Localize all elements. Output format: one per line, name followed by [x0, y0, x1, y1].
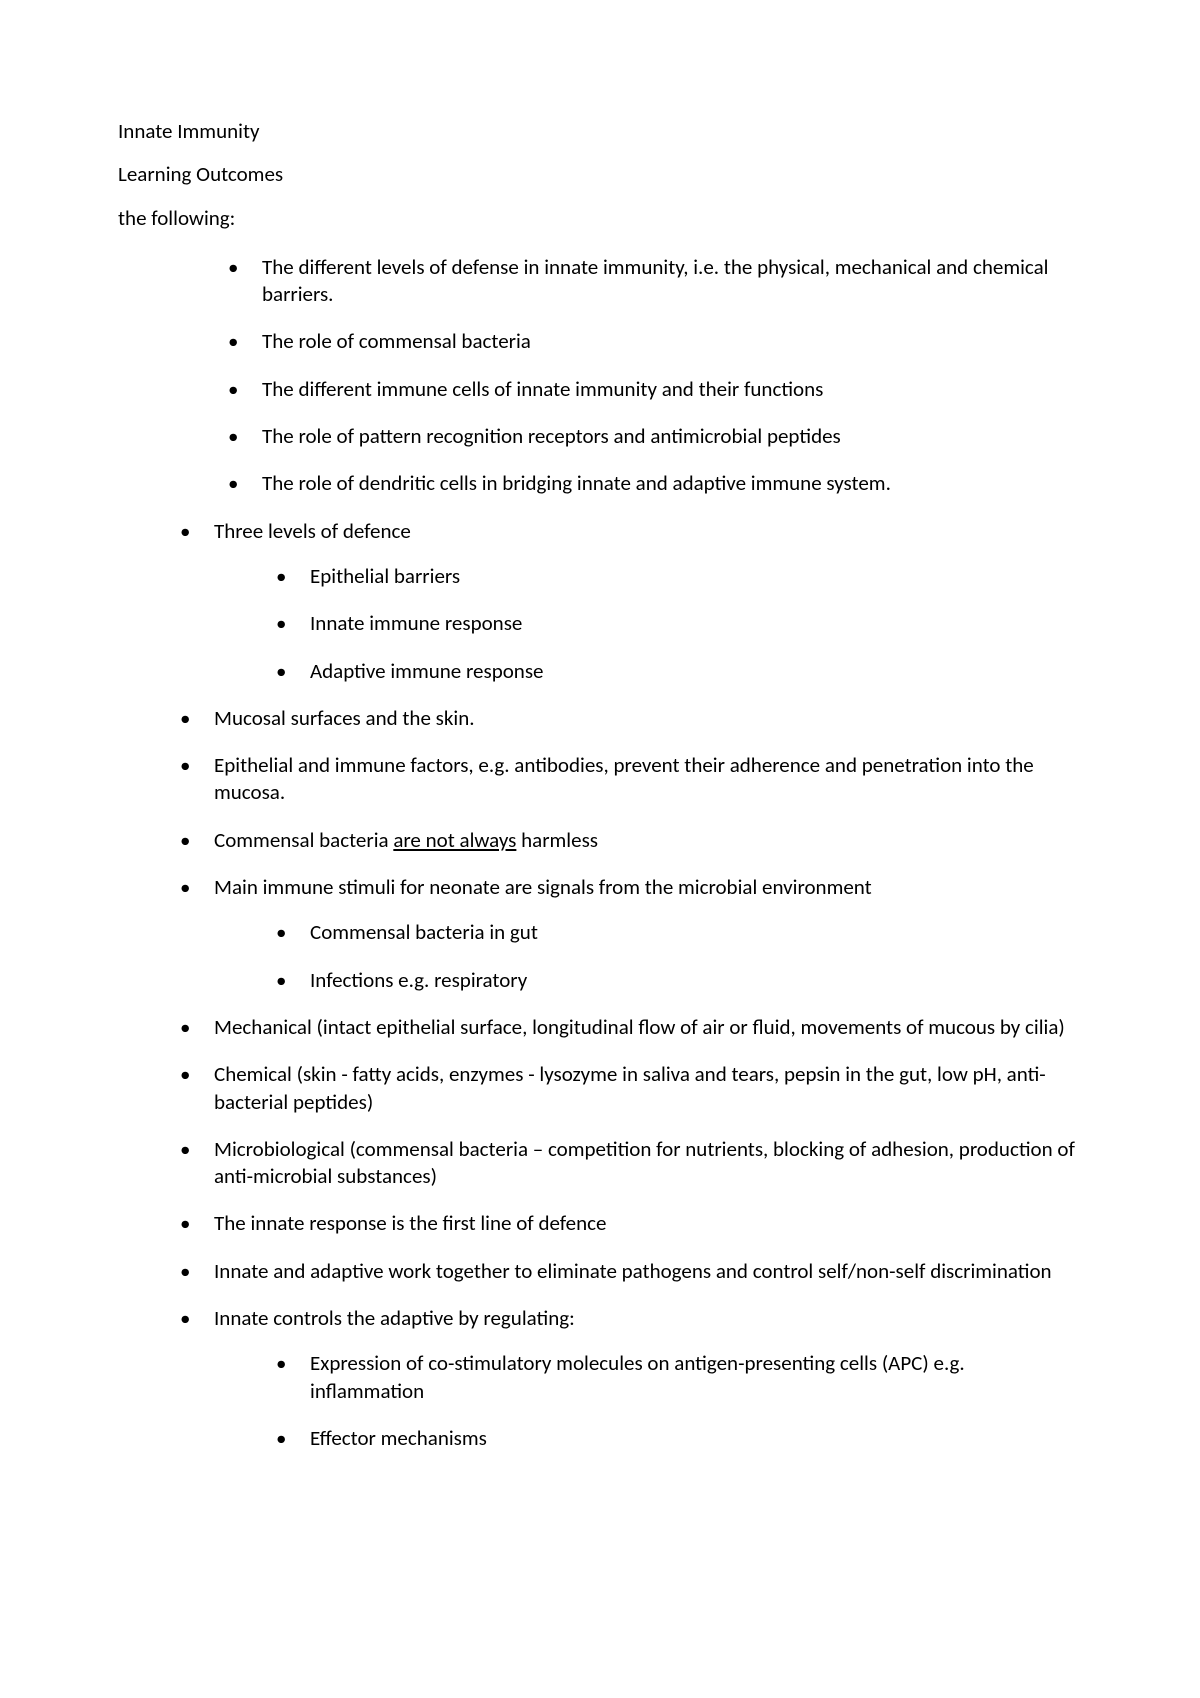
text-span: Microbiological (commensal bacteria – co…	[214, 1136, 1075, 1189]
list-item: Innate and adaptive work together to eli…	[166, 1258, 1080, 1285]
list-item: Effector mechanisms	[262, 1425, 1080, 1452]
list-item: Epithelial barriers	[262, 563, 1080, 590]
list-item: Main immune stimuli for neonate are sign…	[166, 874, 1080, 994]
sub-bullet-list: Expression of co-stimulatory molecules o…	[214, 1350, 1080, 1452]
document-page: Innate Immunity Learning Outcomes the fo…	[0, 0, 1200, 1698]
text-span: Mechanical (intact epithelial surface, l…	[214, 1014, 1065, 1040]
page-subtitle: Learning Outcomes	[118, 161, 1080, 188]
text-span: Innate controls the adaptive by regulati…	[214, 1305, 575, 1331]
list-item: Chemical (skin - fatty acids, enzymes - …	[166, 1061, 1080, 1116]
list-item: Commensal bacteria in gut	[262, 919, 1080, 946]
text-span: Epithelial and immune factors, e.g. anti…	[214, 752, 1034, 805]
list-item: Three levels of defence Epithelial barrie…	[166, 518, 1080, 685]
list-item: Innate controls the adaptive by regulati…	[166, 1305, 1080, 1452]
list-item: The role of dendritic cells in bridging …	[214, 470, 1080, 497]
text-span: harmless	[516, 827, 598, 853]
list-item: Epithelial and immune factors, e.g. anti…	[166, 752, 1080, 807]
lead-text: the following:	[118, 205, 1080, 232]
list-item: Adaptive immune response	[262, 658, 1080, 685]
text-span: Three levels of defence	[214, 518, 411, 544]
text-span: Commensal bacteria	[214, 827, 393, 853]
sub-bullet-list: Commensal bacteria in gut Infections e.g.…	[214, 919, 1080, 994]
list-item: The role of commensal bacteria	[214, 328, 1080, 355]
list-item: Commensal bacteria are not always harmle…	[166, 827, 1080, 854]
sub-bullet-list: Epithelial barriers Innate immune respons…	[214, 563, 1080, 685]
text-span: Main immune stimuli for neonate are sign…	[214, 874, 872, 900]
underlined-text: are not always	[393, 827, 516, 853]
list-item: Microbiological (commensal bacteria – co…	[166, 1136, 1080, 1191]
list-item: Mucosal surfaces and the skin.	[166, 705, 1080, 732]
list-item: The innate response is the first line of…	[166, 1210, 1080, 1237]
text-span: Mucosal surfaces and the skin.	[214, 705, 475, 731]
intro-bullet-list: The different levels of defense in innat…	[118, 254, 1080, 498]
list-item: The different immune cells of innate imm…	[214, 376, 1080, 403]
list-item: Infections e.g. respiratory	[262, 967, 1080, 994]
list-item: Expression of co-stimulatory molecules o…	[262, 1350, 1080, 1405]
page-title: Innate Immunity	[118, 118, 1080, 145]
main-bullet-list: Three levels of defence Epithelial barrie…	[118, 518, 1080, 1453]
list-item: Mechanical (intact epithelial surface, l…	[166, 1014, 1080, 1041]
list-item: The different levels of defense in innat…	[214, 254, 1080, 309]
text-span: Innate and adaptive work together to eli…	[214, 1258, 1052, 1284]
list-item: Innate immune response	[262, 610, 1080, 637]
text-span: The innate response is the first line of…	[214, 1210, 606, 1236]
list-item: The role of pattern recognition receptor…	[214, 423, 1080, 450]
text-span: Chemical (skin - fatty acids, enzymes - …	[214, 1061, 1046, 1114]
